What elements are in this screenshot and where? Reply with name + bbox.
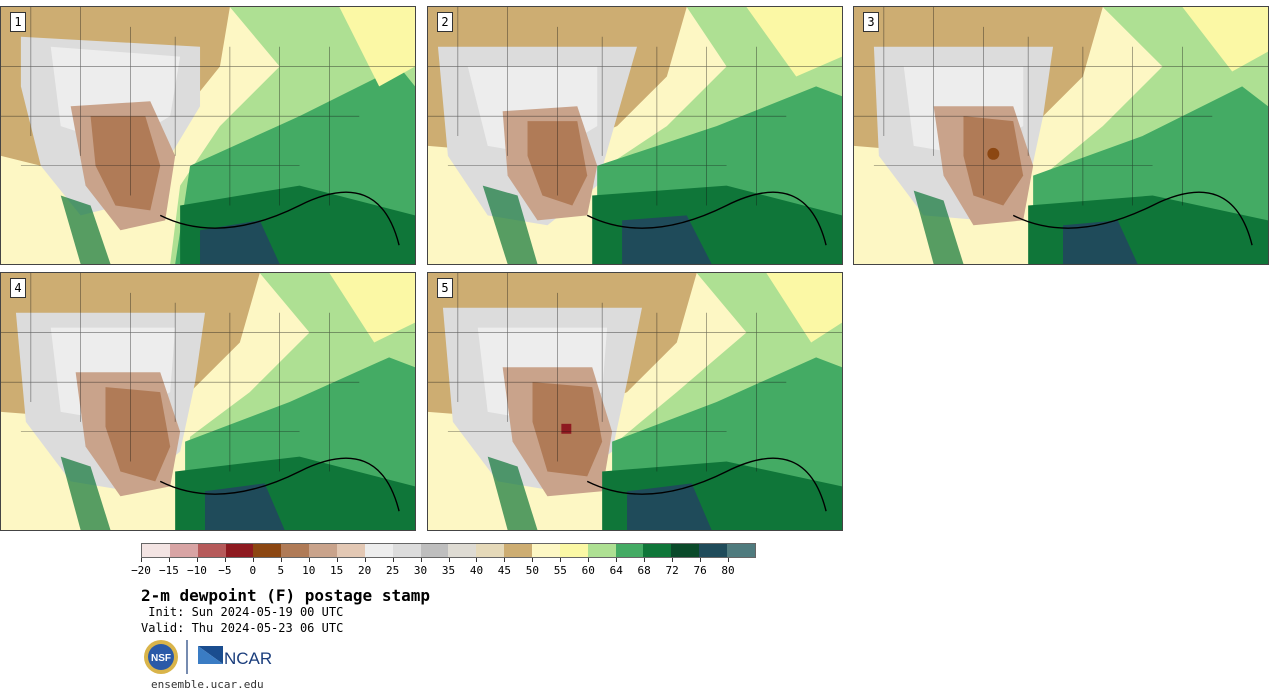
postage-stamp-panel-5: 5 xyxy=(427,272,843,531)
colorbar-tick-label: 64 xyxy=(609,564,623,577)
colorbar-tick xyxy=(448,558,450,562)
colorbar-tick-label: 76 xyxy=(693,564,707,577)
panel-number-label: 3 xyxy=(863,12,879,32)
colorbar-tick xyxy=(252,558,254,562)
colorbar-swatch xyxy=(281,544,310,557)
colorbar-tick xyxy=(224,558,226,562)
colorbar-swatch xyxy=(587,544,616,557)
colorbar-tick xyxy=(476,558,478,562)
map-title: 2-m dewpoint (F) postage stamp xyxy=(141,586,430,605)
colorbar-swatch xyxy=(364,544,393,557)
colorbar-tick xyxy=(392,558,394,562)
colorbar-tick xyxy=(141,558,142,562)
colorbar-tick xyxy=(672,558,674,562)
nsf-logo: NSF xyxy=(144,640,178,674)
postage-stamp-panel-1: 1 xyxy=(0,6,416,265)
colorbar-swatch xyxy=(643,544,672,557)
colorbar-tick-label: 60 xyxy=(581,564,595,577)
colorbar-tick-label: 45 xyxy=(497,564,512,577)
colorbar-swatch xyxy=(225,544,254,557)
colorbar-swatch xyxy=(671,544,700,557)
colorbar-swatch xyxy=(727,544,755,557)
colorbar-swatch xyxy=(337,544,365,557)
colorbar-tick-label: 0 xyxy=(249,564,257,577)
colorbar-swatch xyxy=(420,544,449,557)
colorbar-swatch xyxy=(476,544,505,557)
colorbar-tick-label: 5 xyxy=(277,564,285,577)
colorbar-tick-label: −10 xyxy=(186,564,207,577)
colorbar-tick xyxy=(308,558,310,562)
colorbar-swatch xyxy=(615,544,644,557)
colorbar-tick-label: 55 xyxy=(553,564,567,577)
colorbar-tick xyxy=(700,558,702,562)
colorbar-tick-label: 30 xyxy=(413,564,428,577)
colorbar-tick-label: 25 xyxy=(385,564,400,577)
colorbar-swatch xyxy=(559,544,588,557)
colorbar-tick-label: 35 xyxy=(441,564,456,577)
colorbar-tick-label: 72 xyxy=(665,564,679,577)
panel-number-label: 2 xyxy=(437,12,453,32)
init-time: Init: Sun 2024-05-19 00 UTC xyxy=(141,605,344,619)
panel-number-label: 4 xyxy=(10,278,26,298)
ncar-logo: NCAR xyxy=(198,646,272,668)
colorbar-tick-label: −15 xyxy=(159,564,179,577)
colorbar-swatch xyxy=(532,544,560,557)
colorbar-tick xyxy=(280,558,282,562)
colorbar-swatch xyxy=(253,544,282,557)
colorbar-tick xyxy=(728,558,730,562)
colorbar-tick-label: 15 xyxy=(330,564,344,577)
dewpoint-map-5 xyxy=(428,273,842,530)
colorbar-swatch xyxy=(197,544,226,557)
valid-time: Valid: Thu 2024-05-23 06 UTC xyxy=(141,621,344,635)
colorbar-swatch xyxy=(309,544,338,557)
colorbar-swatch xyxy=(448,544,477,557)
colorbar-tick-label: 40 xyxy=(469,564,484,577)
dewpoint-map-2 xyxy=(428,7,842,264)
ncar-logo-text: NCAR xyxy=(224,649,272,668)
colorbar-tick xyxy=(644,558,646,562)
colorbar-tick xyxy=(168,558,170,562)
dewpoint-colorbar xyxy=(141,543,756,558)
colorbar-swatch xyxy=(169,544,198,557)
postage-stamp-panel-4: 4 xyxy=(0,272,416,531)
colorbar-tick-label: 80 xyxy=(721,564,735,577)
dewpoint-map-3 xyxy=(854,7,1268,264)
colorbar-tick-label: 50 xyxy=(525,564,539,577)
colorbar-tick xyxy=(560,558,562,562)
site-url: ensemble.ucar.edu xyxy=(151,678,264,691)
dewpoint-map-1 xyxy=(1,7,415,264)
colorbar-tick-label: 20 xyxy=(358,564,372,577)
colorbar-tick xyxy=(196,558,198,562)
panel-number-label: 5 xyxy=(437,278,453,298)
panel-number-label: 1 xyxy=(10,12,26,32)
colorbar-swatch xyxy=(142,544,170,557)
colorbar-tick-label: 10 xyxy=(302,564,316,577)
colorbar-tick-label: −5 xyxy=(218,564,232,577)
postage-stamp-panel-3: 3 xyxy=(853,6,1269,265)
nsf-logo-text: NSF xyxy=(151,653,171,664)
colorbar-tick xyxy=(364,558,366,562)
colorbar-tick xyxy=(336,558,338,562)
colorbar-swatch xyxy=(504,544,533,557)
colorbar-swatch xyxy=(392,544,421,557)
colorbar-tick xyxy=(588,558,590,562)
colorbar-tick-label: −20 xyxy=(131,564,151,577)
postage-stamp-panel-2: 2 xyxy=(427,6,843,265)
colorbar-ticks: −20 −15 −10 −5 0 5 10 15 20 25 30 35 40 45 50 55 60 64 68 7… xyxy=(131,558,756,578)
colorbar-tick xyxy=(616,558,618,562)
colorbar-swatch xyxy=(699,544,728,557)
sponsor-logos: NSF NCAR xyxy=(144,640,272,674)
colorbar-tick xyxy=(504,558,506,562)
dewpoint-map-4 xyxy=(1,273,415,530)
colorbar-tick-label: 68 xyxy=(637,564,651,577)
colorbar-tick xyxy=(420,558,422,562)
colorbar-tick xyxy=(532,558,534,562)
